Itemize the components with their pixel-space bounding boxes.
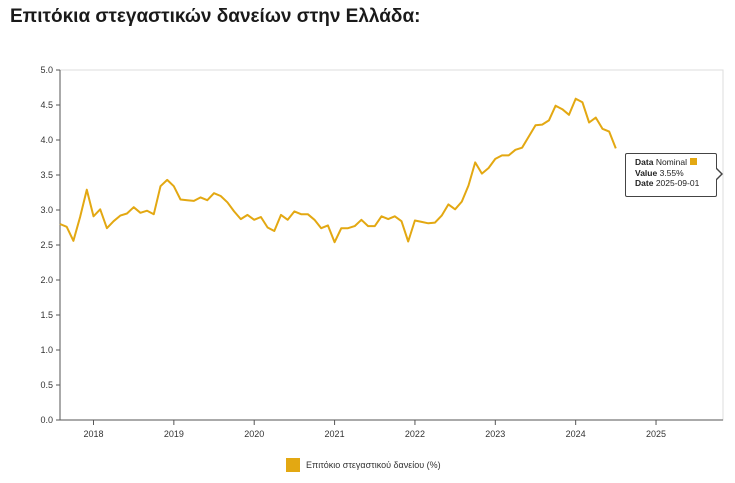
x-tick-label: 2021 — [325, 429, 345, 439]
y-tick-label: 4.0 — [40, 135, 53, 145]
legend-color-swatch — [286, 458, 300, 472]
legend-label: Επιτόκιο στεγαστικού δανείου (%) — [306, 460, 441, 470]
tooltip-date-value: 2025-09-01 — [655, 178, 700, 188]
x-axis-ticks: 2018 2019 2020 2021 2022 2023 2024 2025 — [83, 420, 666, 439]
x-tick-label: 2023 — [485, 429, 505, 439]
hover-tooltip: Data Nominal Value 3.55% Date 2025-09-01 — [625, 153, 717, 197]
series-line-nominal-rate[interactable] — [59, 97, 617, 244]
y-tick-label: 2.5 — [40, 240, 53, 250]
x-tick-label: 2020 — [244, 429, 264, 439]
y-tick-label: 1.0 — [40, 345, 53, 355]
x-tick-label: 2018 — [83, 429, 103, 439]
tooltip-date-row: Date 2025-09-01 — [635, 178, 716, 189]
tooltip-data-label: Data — [635, 157, 654, 167]
y-tick-label: 2.0 — [40, 275, 53, 285]
y-tick-label: 1.5 — [40, 310, 53, 320]
tooltip-data-value: Nominal — [655, 157, 687, 167]
x-tick-label: 2024 — [566, 429, 586, 439]
tooltip-data-row: Data Nominal — [635, 157, 716, 168]
y-tick-label: 3.5 — [40, 170, 53, 180]
y-tick-label: 0.5 — [40, 380, 53, 390]
x-tick-label: 2022 — [405, 429, 425, 439]
y-axis-ticks: 0.0 0.5 1.0 1.5 2.0 2.5 3.0 3.5 4.0 4.5 5.0 — [40, 65, 60, 425]
y-tick-label: 5.0 — [40, 65, 53, 75]
y-tick-label: 3.0 — [40, 205, 53, 215]
tooltip-value-label: Value — [635, 167, 658, 178]
chart-title: Επιτόκια στεγαστικών δανείων στην Ελλάδα… — [10, 6, 421, 27]
y-tick-label: 0.0 — [40, 415, 53, 425]
tooltip-date-label: Date — [635, 178, 654, 188]
chart-legend[interactable]: Επιτόκιο στεγαστικού δανείου (%) — [286, 458, 441, 472]
tooltip-color-swatch — [690, 158, 697, 165]
tooltip-arrow-fill — [716, 169, 721, 179]
tooltip-value-value: 3.55% — [659, 167, 684, 178]
tooltip-value-row: Value 3.55% — [635, 168, 716, 179]
y-tick-label: 4.5 — [40, 100, 53, 110]
x-tick-label: 2025 — [646, 429, 666, 439]
x-tick-label: 2019 — [164, 429, 184, 439]
plot-frame — [59, 69, 724, 421]
